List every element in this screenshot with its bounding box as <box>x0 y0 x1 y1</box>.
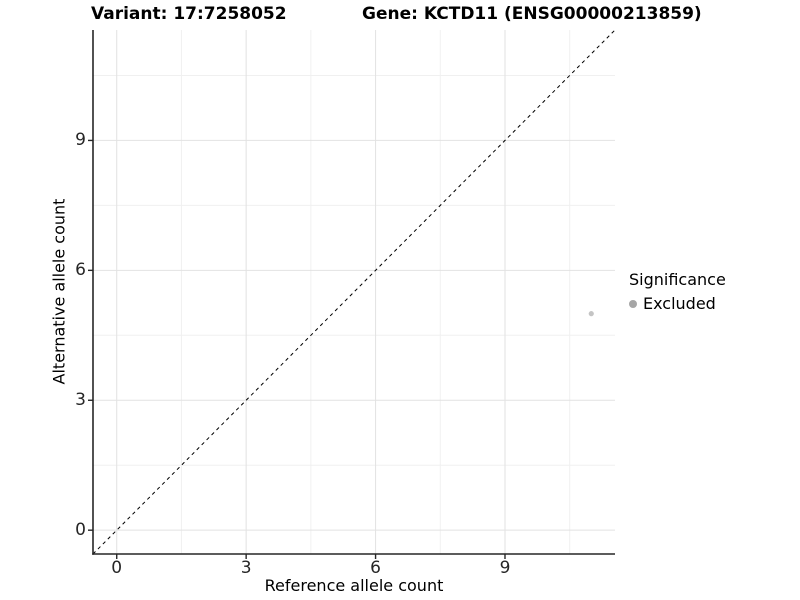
y-tick-label: 6 <box>75 260 86 281</box>
y-tick-label: 3 <box>75 390 86 411</box>
y-axis-title: Alternative allele count <box>49 198 69 385</box>
legend-entry-label: Excluded <box>643 294 716 313</box>
x-tick-label: 6 <box>370 558 381 578</box>
data-point <box>588 311 594 317</box>
legend-key-dot-icon <box>629 299 637 308</box>
x-axis-title: Reference allele count <box>264 576 444 595</box>
x-tick-label: 9 <box>499 558 511 578</box>
x-tick-label: 0 <box>111 558 123 578</box>
x-tick-label: 3 <box>240 558 252 578</box>
legend-title: Significance <box>629 270 726 289</box>
identity-line <box>92 29 616 555</box>
legend: Significance Excluded <box>629 270 726 313</box>
y-tick-label: 0 <box>75 520 86 541</box>
legend-entry: Excluded <box>629 294 726 313</box>
plot-title-variant: Variant: 17:7258052 <box>91 4 287 24</box>
plot-title-gene: Gene: KCTD11 (ENSG00000213859) <box>362 4 702 24</box>
y-tick-label: 9 <box>75 130 86 151</box>
